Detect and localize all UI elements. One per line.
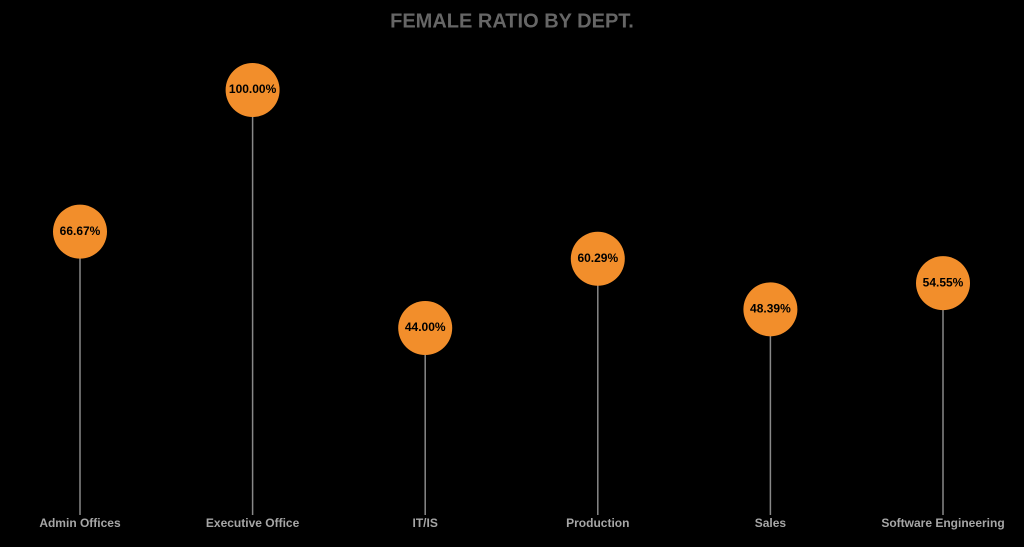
value-label: 54.55% (923, 275, 964, 289)
dot (916, 256, 970, 311)
x-tick-label: IT/IS (413, 516, 438, 530)
x-tick-label: Sales (755, 516, 787, 530)
x-tick-label: Admin Offices (39, 516, 121, 530)
value-label: 66.67% (60, 224, 101, 238)
dot (398, 301, 453, 355)
value-label: 48.39% (750, 302, 791, 316)
value-label: 100.00% (229, 82, 277, 96)
value-label: 60.29% (577, 251, 618, 265)
dot (743, 282, 798, 337)
x-tick-label: Executive Office (206, 516, 300, 530)
x-tick-label: Production (566, 516, 629, 530)
dot (570, 231, 625, 286)
dot (225, 63, 280, 117)
x-tick-label: Software Engineering (881, 516, 1004, 530)
dot (53, 204, 107, 259)
chart-title: FEMALE RATIO BY DEPT. (390, 10, 634, 32)
value-label: 44.00% (405, 320, 446, 334)
